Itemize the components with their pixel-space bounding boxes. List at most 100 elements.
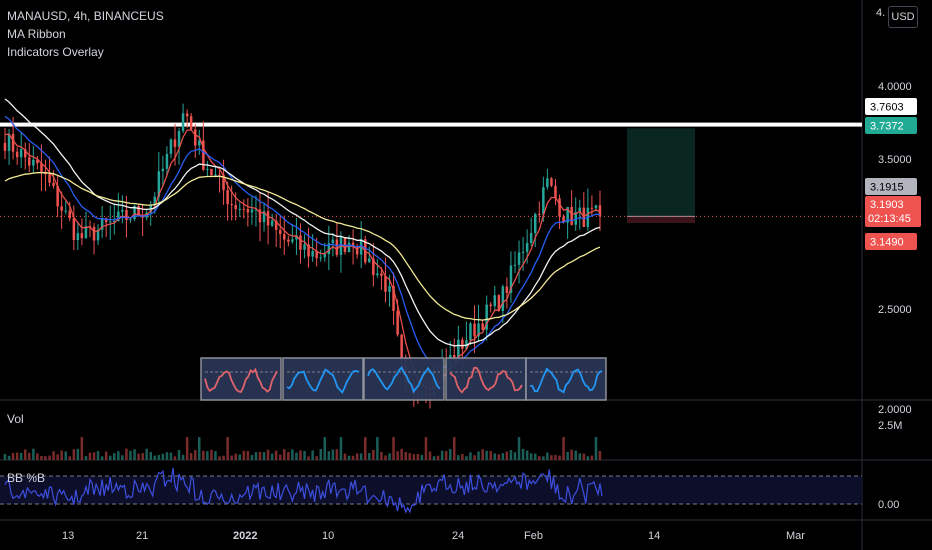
volume-bar <box>202 450 205 460</box>
volume-bar <box>238 454 241 460</box>
volume-bar <box>121 455 124 460</box>
volume-bar <box>529 453 533 460</box>
volume-bar <box>141 453 144 460</box>
time-tick-label: 2022 <box>233 530 257 542</box>
volume-bar <box>347 455 351 460</box>
volume-bar <box>473 455 476 460</box>
previous-close-tag <box>865 178 917 195</box>
candle-body <box>194 129 197 146</box>
volume-bar <box>169 452 173 460</box>
candle-body <box>295 235 298 240</box>
volume-bar <box>517 437 521 460</box>
candle-body <box>7 133 11 151</box>
volume-bar <box>525 450 529 460</box>
candle-body <box>161 168 165 172</box>
volume-bar <box>189 453 193 460</box>
candle-body <box>457 339 460 360</box>
candle-body <box>509 265 513 293</box>
candle-body <box>578 207 581 213</box>
stop-zone <box>627 216 695 223</box>
volume-bar <box>258 451 262 460</box>
volume-bar <box>295 452 298 460</box>
volume-bar <box>586 456 590 460</box>
indicator-ma-ribbon[interactable]: MA Ribbon <box>7 27 66 41</box>
time-axis[interactable]: 13 21 2022 10 24 Feb 14 Mar <box>62 530 805 542</box>
candle-body <box>319 257 322 259</box>
candle-body <box>250 209 254 213</box>
symbol-title[interactable]: MANAUSD, 4h, BINANCEUS <box>7 9 164 23</box>
volume-bar <box>270 453 274 460</box>
volume-bar <box>574 450 577 460</box>
volume-bar <box>335 449 339 460</box>
volume-bar <box>380 451 383 460</box>
candle-body <box>347 242 351 252</box>
candle-body <box>181 113 185 131</box>
volume-bar <box>542 456 545 460</box>
candle-body <box>546 178 549 188</box>
volume-bar <box>315 456 318 460</box>
candle-body <box>173 139 177 147</box>
volume-bar <box>185 437 189 460</box>
candle-body <box>113 221 116 222</box>
candle-body <box>566 207 569 223</box>
candle-body <box>372 258 375 275</box>
volume-bar <box>412 454 416 460</box>
candle-body <box>489 304 492 307</box>
volume-bar <box>24 449 27 460</box>
bb-percent-b-line <box>4 467 603 514</box>
bb-pane-label[interactable]: BB %B <box>7 471 46 485</box>
candle-body <box>368 258 371 263</box>
candle-body <box>598 205 602 217</box>
bb-percent-b-pane <box>0 467 862 514</box>
candle-body <box>129 219 132 221</box>
volume-bar <box>343 453 347 460</box>
volume-bar <box>481 449 484 460</box>
candle-body <box>246 209 250 213</box>
candle-body <box>238 208 241 210</box>
price-tick-label: 4.0000 <box>878 81 912 93</box>
volume-bar <box>92 452 96 460</box>
candle-body <box>3 142 7 151</box>
candle-body <box>165 153 169 169</box>
candle-body <box>311 250 314 257</box>
volume-bar <box>509 450 513 460</box>
volume-bar <box>7 455 11 460</box>
volume-bar <box>88 452 92 460</box>
price-axis[interactable]: 4.0000 3.5000 2.5000 2.0000 2.5M 0.00 4. <box>876 7 912 511</box>
overlay-curve <box>449 366 523 394</box>
candle-body <box>570 207 573 225</box>
volume-pane-label[interactable]: Vol <box>7 412 24 426</box>
volume-bar <box>590 455 594 460</box>
candle-body <box>554 185 557 199</box>
candle-body <box>185 113 189 117</box>
time-tick-label: 24 <box>452 530 464 542</box>
candle-body <box>594 205 598 209</box>
overlay-thumbnail <box>363 357 445 401</box>
price-tick-label: 2.0000 <box>878 404 912 416</box>
candle-body <box>343 237 347 252</box>
currency-button[interactable]: USD <box>888 6 918 28</box>
candle-body <box>335 239 339 255</box>
volume-bar <box>327 451 331 460</box>
time-tick-label: 10 <box>322 530 334 542</box>
candle-body <box>133 205 136 220</box>
volume-bar <box>291 449 294 460</box>
volume-bar <box>117 451 120 460</box>
volume-bar <box>444 451 448 460</box>
volume-bar <box>432 456 436 460</box>
volume-bar <box>145 448 148 460</box>
candle-body <box>96 229 100 241</box>
indicator-overlay[interactable]: Indicators Overlay <box>7 45 104 59</box>
candle-body <box>376 273 379 275</box>
countdown-text: 02:13:45 <box>868 213 911 225</box>
volume-bar <box>218 456 221 460</box>
volume-bar <box>299 450 302 460</box>
volume-bar <box>3 453 7 460</box>
volume-bar <box>489 451 492 460</box>
volume-bar <box>165 452 169 460</box>
volume-bar <box>32 448 35 460</box>
candle-body <box>562 216 565 223</box>
time-tick-label: Mar <box>786 530 805 542</box>
candle-body <box>80 233 84 239</box>
